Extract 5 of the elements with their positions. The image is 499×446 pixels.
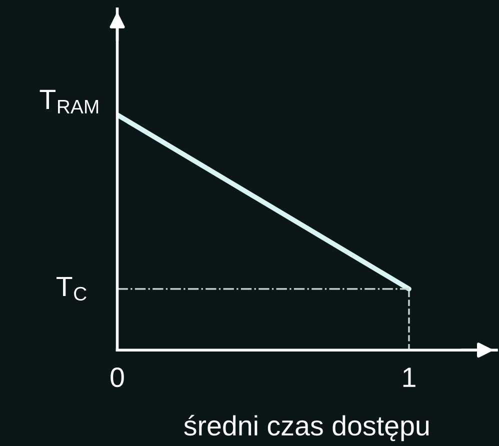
x-tick-label: 1 bbox=[403, 368, 416, 387]
x-axis-title: średni czas dostępu bbox=[184, 414, 429, 442]
annotation: T$_{RAM}$ bbox=[40, 90, 98, 114]
x-tick-label: 0 bbox=[110, 368, 124, 388]
ref-line-label: T$_{C}$ bbox=[56, 276, 86, 301]
